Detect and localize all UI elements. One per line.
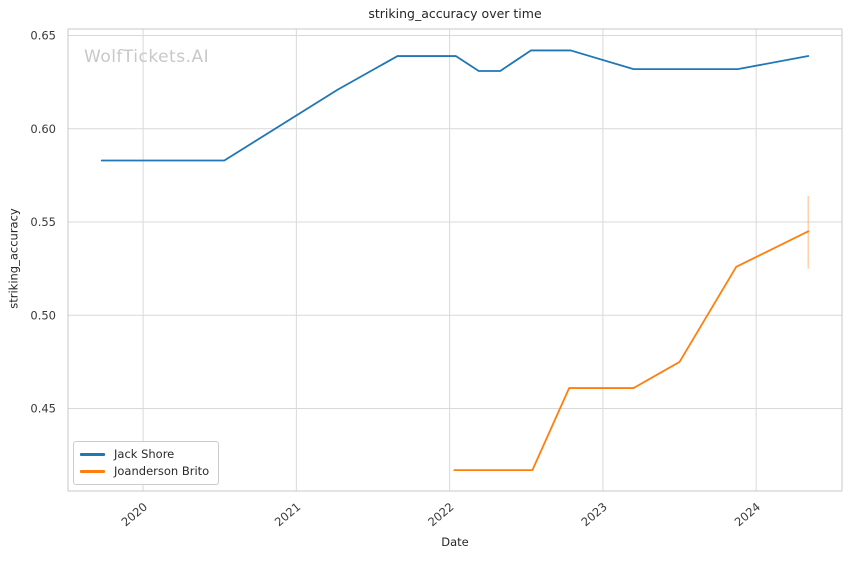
x-axis-label: Date xyxy=(441,535,469,549)
legend-label-joanderson-brito: Joanderson Brito xyxy=(114,464,210,478)
x-tick-label-2020: 2020 xyxy=(119,500,150,530)
x-tick-label-2021: 2021 xyxy=(272,500,303,530)
series-line-0 xyxy=(100,49,810,162)
y-tick-label-0.55: 0.55 xyxy=(30,215,56,229)
x-tick-label-2023: 2023 xyxy=(578,500,609,530)
legend-label-jack-shore: Jack Shore xyxy=(114,447,175,461)
legend-item-joanderson-brito: Joanderson Brito xyxy=(80,465,209,478)
legend-item-jack-shore: Jack Shore xyxy=(80,448,209,461)
x-tick-label-2022: 2022 xyxy=(425,500,456,530)
series-line-1 xyxy=(453,230,810,472)
y-tick-label-0.5: 0.50 xyxy=(30,308,56,322)
watermark-text: WolfTickets.AI xyxy=(84,47,210,67)
legend-swatch-joanderson-brito xyxy=(80,470,105,473)
x-tick-label-2024: 2024 xyxy=(732,500,763,530)
chart-title: striking_accuracy over time xyxy=(368,6,542,21)
y-tick-label-0.6: 0.60 xyxy=(30,122,56,136)
plot-border xyxy=(67,28,843,492)
legend-swatch-jack-shore xyxy=(80,453,105,456)
y-tick-label-0.45: 0.45 xyxy=(30,402,56,416)
legend: Jack Shore Joanderson Brito xyxy=(73,441,220,485)
y-tick-label-0.65: 0.65 xyxy=(30,29,56,43)
y-axis-label: striking_accuracy xyxy=(6,208,21,309)
